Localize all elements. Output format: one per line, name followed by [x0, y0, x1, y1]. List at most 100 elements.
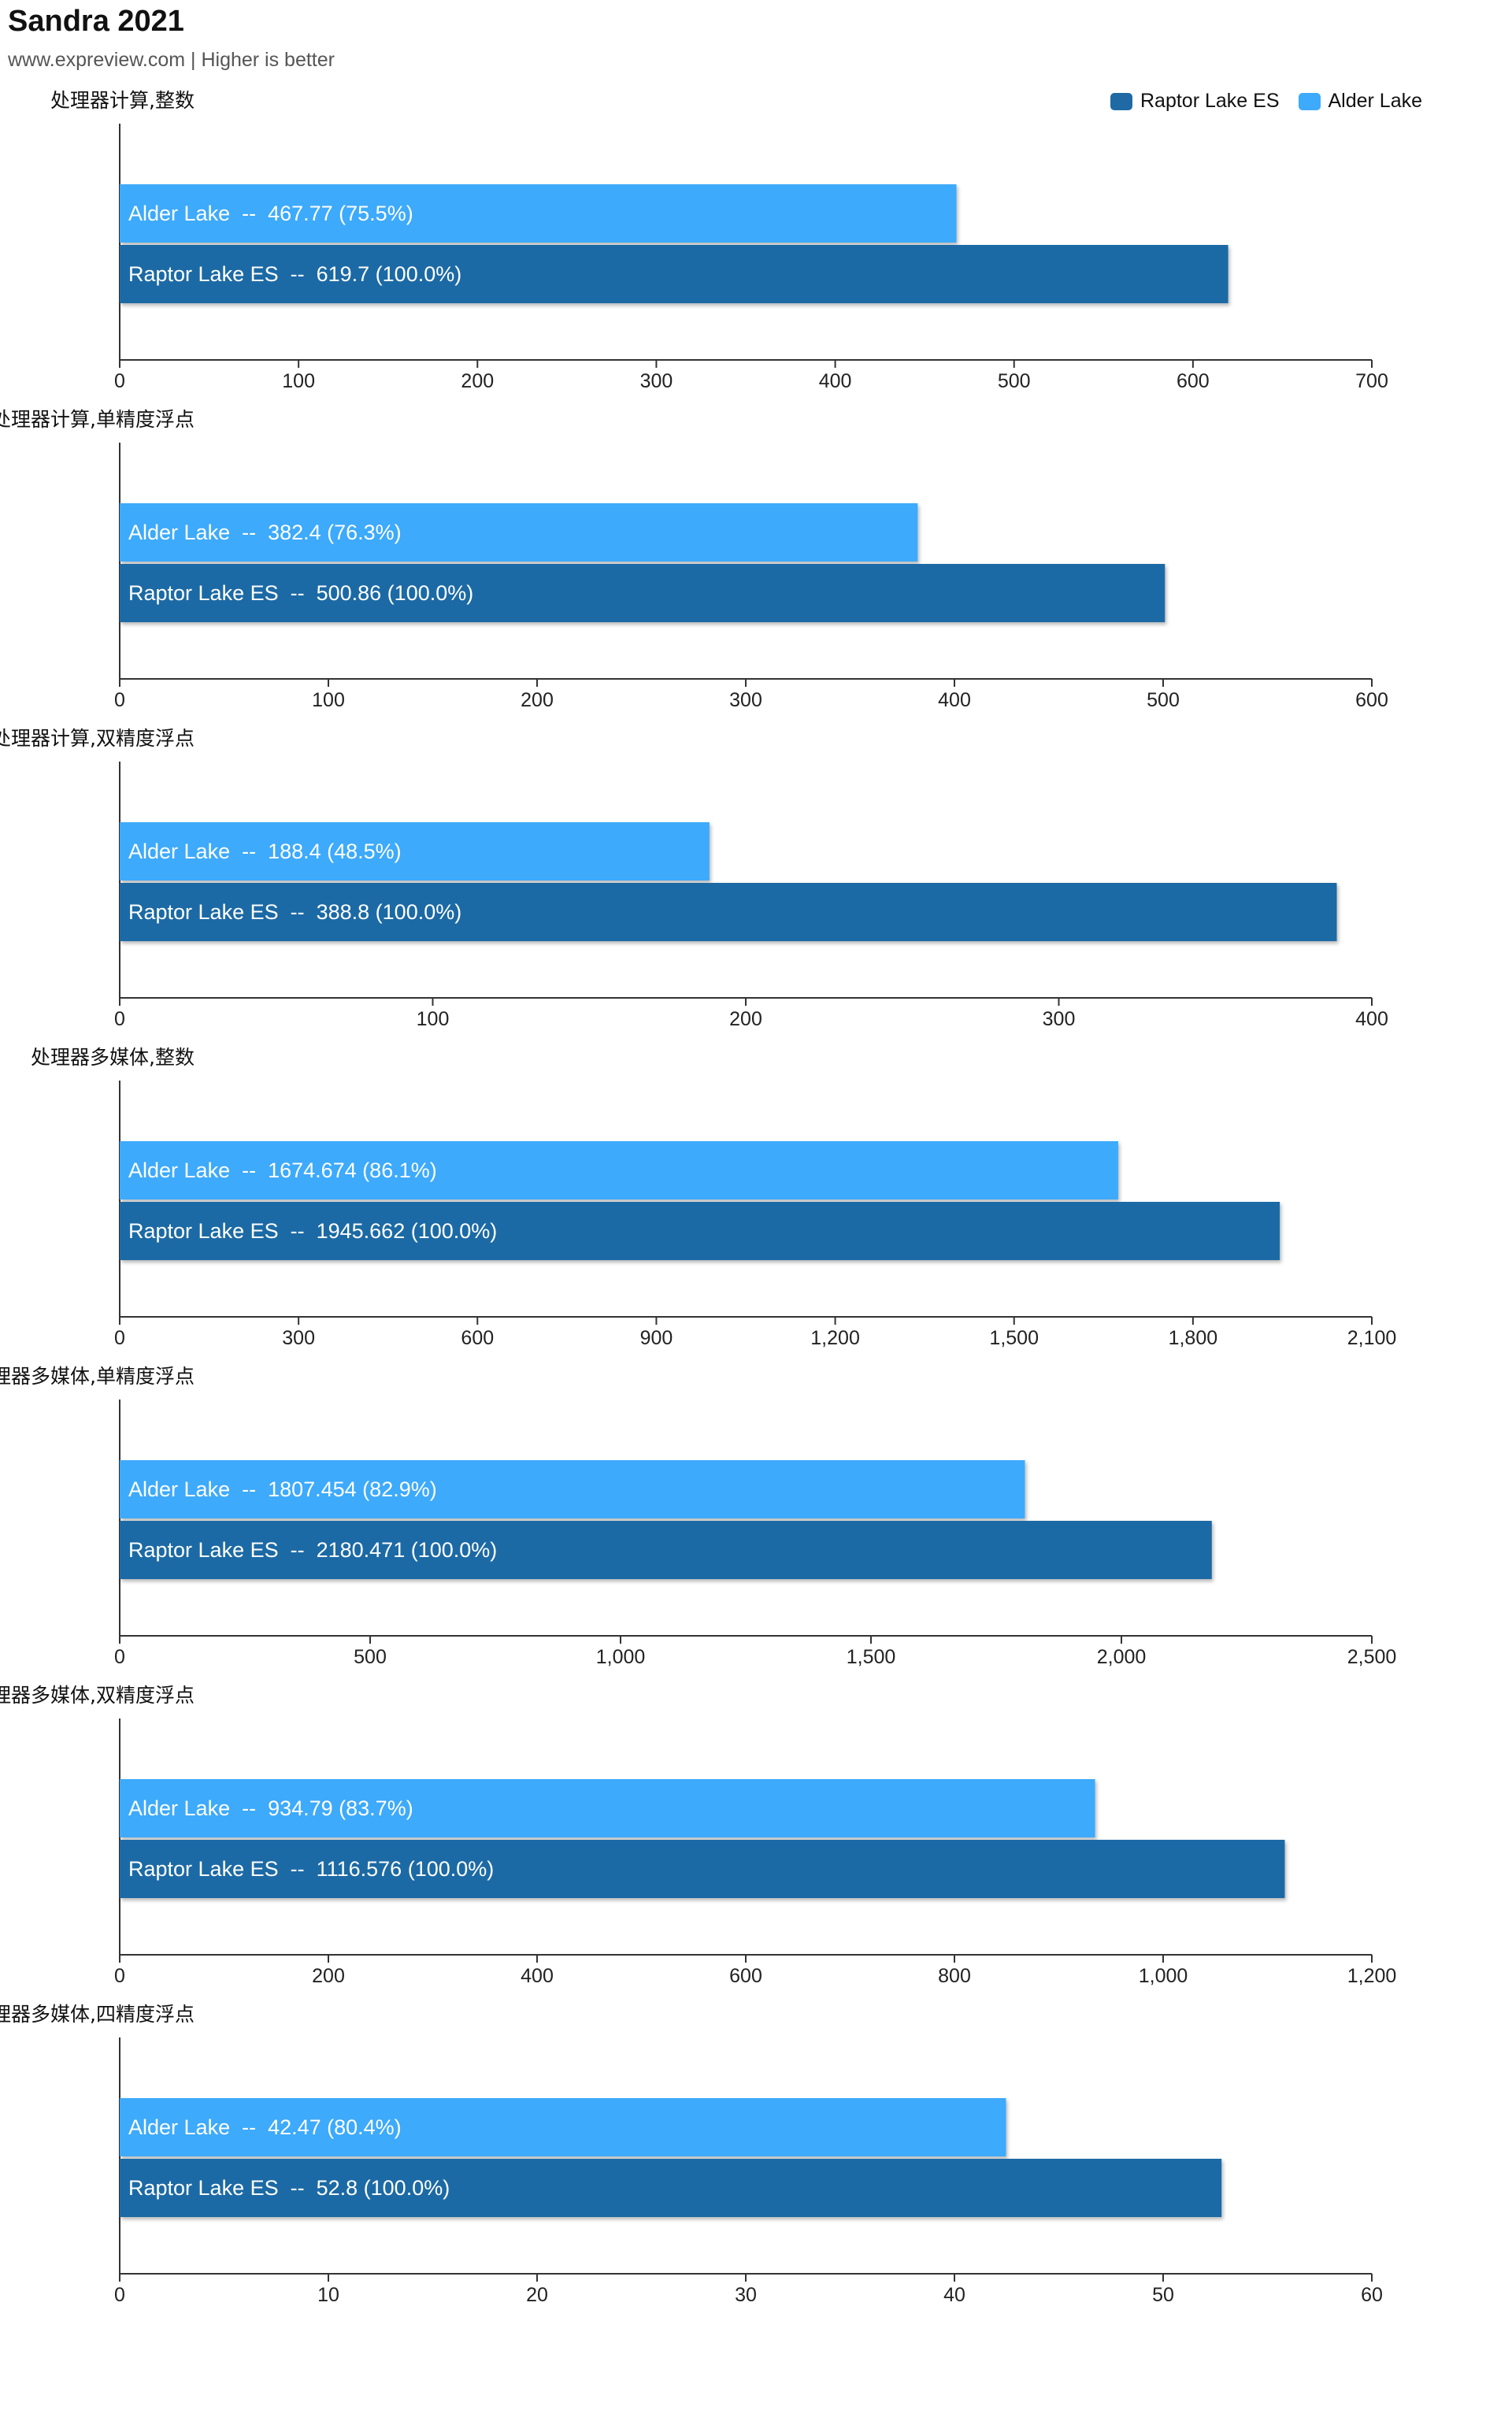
x-tick-label: 0: [114, 689, 125, 711]
x-tick-label: 300: [282, 1327, 315, 1349]
panel-title: 处理器计算,单精度浮点: [0, 408, 195, 431]
x-tick-label: 600: [1355, 689, 1388, 711]
x-tick-label: 1,000: [1139, 1965, 1188, 1987]
chart-panel: 处理器计算,单精度浮点 0 100 200 300 400 500 600 Alder Lake…: [0, 408, 1388, 711]
chart-subtitle: www.expreview.com | Higher is better: [8, 49, 335, 71]
bar-label-raptor-lake-es: Raptor Lake ES -- 2180.471 (100.0%): [128, 1538, 497, 1562]
x-tick-label: 2,100: [1347, 1327, 1397, 1349]
bar-label-alder-lake: Alder Lake -- 188.4 (48.5%): [128, 840, 402, 863]
x-tick-label: 600: [729, 1965, 762, 1987]
x-tick-label: 40: [943, 2284, 965, 2306]
x-tick-label: 50: [1152, 2284, 1174, 2306]
x-tick-label: 0: [114, 1327, 125, 1349]
x-tick-label: 300: [729, 689, 762, 711]
bar-label-alder-lake: Alder Lake -- 1674.674 (86.1%): [128, 1159, 437, 1182]
bar-alder-lake[interactable]: [120, 1779, 1095, 1837]
x-tick-label: 1,500: [847, 1646, 896, 1668]
panel-title: 处理器计算,整数: [50, 89, 195, 112]
x-tick-label: 400: [521, 1965, 554, 1987]
x-tick-label: 700: [1355, 370, 1388, 392]
bar-alder-lake[interactable]: [120, 1141, 1118, 1199]
bar-raptor-lake-es[interactable]: [120, 564, 1166, 622]
x-tick-label: 800: [938, 1965, 971, 1987]
bar-alder-lake[interactable]: [120, 503, 918, 562]
x-tick-label: 1,000: [596, 1646, 646, 1668]
x-tick-label: 0: [114, 370, 125, 392]
bar-alder-lake[interactable]: [120, 2098, 1006, 2156]
x-tick-label: 400: [819, 370, 852, 392]
x-tick-label: 200: [461, 370, 494, 392]
bar-label-raptor-lake-es: Raptor Lake ES -- 619.7 (100.0%): [128, 262, 461, 286]
legend-label-alder-lake: Alder Lake: [1328, 90, 1423, 112]
chart-panel: 处理器多媒体,单精度浮点 0 500 1,000 1,500 2,000 2,500 Alde…: [0, 1365, 1396, 1668]
bar-raptor-lake-es[interactable]: [120, 245, 1228, 303]
panel-title: 处理器多媒体,双精度浮点: [0, 1684, 195, 1707]
x-tick-label: 1,800: [1169, 1327, 1218, 1349]
x-tick-label: 1,500: [989, 1327, 1039, 1349]
x-tick-label: 2,500: [1347, 1646, 1397, 1668]
x-tick-label: 100: [417, 1008, 450, 1030]
chart-panel: 处理器多媒体,四精度浮点 0 10 20 30 40 50 60 Alder Lake -- 4…: [0, 2003, 1383, 2306]
legend-swatch-alder-lake: [1298, 92, 1321, 110]
bar-label-raptor-lake-es: Raptor Lake ES -- 52.8 (100.0%): [128, 2176, 450, 2200]
legend-item-raptor-lake-es[interactable]: Raptor Lake ES: [1110, 90, 1280, 113]
x-tick-label: 400: [1355, 1008, 1388, 1030]
x-tick-label: 0: [114, 1646, 125, 1668]
bar-raptor-lake-es[interactable]: [120, 1521, 1212, 1579]
bar-label-raptor-lake-es: Raptor Lake ES -- 1945.662 (100.0%): [128, 1219, 497, 1243]
bar-alder-lake[interactable]: [120, 822, 710, 881]
chart-panel: 处理器计算,双精度浮点 0 100 200 300 400 Alder Lake -- 18…: [0, 727, 1388, 1030]
x-tick-label: 20: [526, 2284, 548, 2306]
legend-swatch-raptor-lake-es: [1110, 92, 1132, 110]
x-tick-label: 0: [114, 1965, 125, 1987]
chart-panel: 处理器多媒体,整数 0 300 600 900 1,200 1,500 1,800 2,100 A…: [31, 1046, 1396, 1349]
x-tick-label: 300: [640, 370, 673, 392]
legend: Raptor Lake ES Alder Lake: [1110, 90, 1441, 113]
bar-label-raptor-lake-es: Raptor Lake ES -- 500.86 (100.0%): [128, 581, 473, 605]
x-tick-label: 200: [312, 1965, 345, 1987]
bar-raptor-lake-es[interactable]: [120, 1840, 1285, 1898]
x-tick-label: 300: [1043, 1008, 1076, 1030]
x-tick-label: 60: [1361, 2284, 1383, 2306]
bar-raptor-lake-es[interactable]: [120, 1202, 1280, 1260]
panel-title: 处理器计算,双精度浮点: [0, 727, 195, 750]
chart-title: Sandra 2021: [8, 5, 184, 38]
panel-title: 处理器多媒体,单精度浮点: [0, 1365, 195, 1388]
x-tick-label: 30: [735, 2284, 757, 2306]
chart-panel: 处理器多媒体,双精度浮点 0 200 400 600 800 1,000 1,200 Alder…: [0, 1684, 1396, 1987]
bar-label-raptor-lake-es: Raptor Lake ES -- 1116.576 (100.0%): [128, 1857, 494, 1881]
bar-label-raptor-lake-es: Raptor Lake ES -- 388.8 (100.0%): [128, 900, 461, 924]
x-tick-label: 600: [1177, 370, 1210, 392]
x-tick-label: 100: [312, 689, 345, 711]
bar-label-alder-lake: Alder Lake -- 42.47 (80.4%): [128, 2115, 402, 2139]
x-tick-label: 900: [640, 1327, 673, 1349]
x-tick-label: 1,200: [810, 1327, 860, 1349]
panel-title: 处理器多媒体,四精度浮点: [0, 2003, 195, 2026]
legend-label-raptor-lake-es: Raptor Lake ES: [1140, 90, 1280, 112]
x-tick-label: 400: [938, 689, 971, 711]
bar-label-alder-lake: Alder Lake -- 1807.454 (82.9%): [128, 1478, 437, 1501]
bar-raptor-lake-es[interactable]: [120, 883, 1337, 941]
bar-label-alder-lake: Alder Lake -- 934.79 (83.7%): [128, 1796, 413, 1820]
bar-label-alder-lake: Alder Lake -- 467.77 (75.5%): [128, 202, 413, 225]
bar-label-alder-lake: Alder Lake -- 382.4 (76.3%): [128, 521, 402, 544]
x-tick-label: 100: [282, 370, 315, 392]
panel-title: 处理器多媒体,整数: [31, 1046, 195, 1069]
bar-alder-lake[interactable]: [120, 1460, 1025, 1518]
x-tick-label: 2,000: [1097, 1646, 1147, 1668]
x-tick-label: 200: [729, 1008, 762, 1030]
x-tick-label: 0: [114, 2284, 125, 2306]
x-tick-label: 500: [354, 1646, 387, 1668]
x-tick-label: 10: [317, 2284, 339, 2306]
bar-alder-lake[interactable]: [120, 184, 957, 243]
x-tick-label: 500: [998, 370, 1031, 392]
bar-raptor-lake-es[interactable]: [120, 2159, 1222, 2217]
x-tick-label: 200: [521, 689, 554, 711]
x-tick-label: 0: [114, 1008, 125, 1030]
x-tick-label: 500: [1147, 689, 1180, 711]
x-tick-label: 600: [461, 1327, 494, 1349]
chart-panel: 处理器计算,整数 0 100 200 300 400 500 600 700 Alder Lake…: [50, 89, 1388, 392]
legend-item-alder-lake[interactable]: Alder Lake: [1298, 90, 1423, 113]
x-tick-label: 1,200: [1347, 1965, 1397, 1987]
